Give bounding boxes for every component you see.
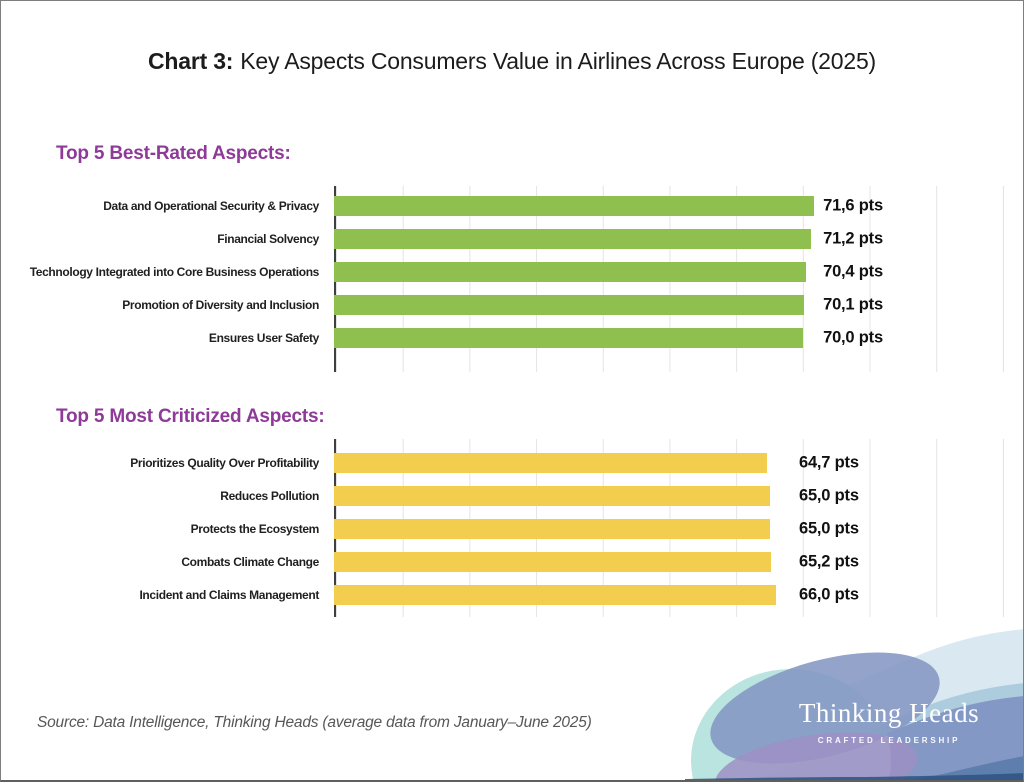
brand-tagline: CRAFTED LEADERSHIP	[817, 736, 961, 745]
value-label: 71,6 pts	[823, 196, 883, 214]
bar	[334, 485, 770, 506]
most-criticized-bar-chart: Prioritizes Quality Over Profitability 6…	[21, 439, 1004, 617]
bar-row: Financial Solvency 71,2 pts	[21, 222, 1004, 255]
logo-wave-graphic	[685, 629, 1023, 780]
bar	[334, 294, 804, 315]
bar	[334, 518, 770, 539]
category-label: Technology Integrated into Core Business…	[29, 264, 320, 279]
bar	[334, 327, 803, 348]
bar	[334, 261, 806, 282]
bar-row: Protects the Ecosystem 65,0 pts	[21, 512, 1004, 545]
bar	[334, 584, 777, 605]
bar-row: Promotion of Diversity and Inclusion 70,…	[21, 288, 1004, 321]
value-label: 70,0 pts	[823, 328, 883, 346]
value-label: 71,2 pts	[823, 229, 883, 247]
bar	[334, 551, 771, 572]
brand-logo: Thinking Heads CRAFTED LEADERSHIP	[685, 621, 1023, 780]
section-heading-most-criticized: Top 5 Most Criticized Aspects:	[56, 406, 325, 427]
bar	[334, 195, 814, 216]
bar-row: Reduces Pollution 65,0 pts	[21, 479, 1004, 512]
category-label: Data and Operational Security & Privacy	[103, 198, 319, 213]
value-label: 65,0 pts	[798, 519, 859, 537]
category-label: Promotion of Diversity and Inclusion	[122, 297, 319, 312]
bar-row: Combats Climate Change 65,2 pts	[21, 545, 1004, 578]
value-label: 70,4 pts	[823, 262, 883, 280]
category-label: Reduces Pollution	[220, 488, 319, 503]
brand-name: Thinking Heads	[798, 698, 980, 728]
value-label: 64,7 pts	[798, 453, 859, 471]
category-label: Protects the Ecosystem	[190, 521, 320, 536]
chart-title-prefix: Chart 3:	[147, 48, 234, 74]
bar	[334, 228, 812, 249]
bar-row: Data and Operational Security & Privacy …	[21, 189, 1004, 222]
value-label: 65,2 pts	[798, 552, 859, 570]
category-label: Financial Solvency	[217, 231, 319, 246]
category-label: Incident and Claims Management	[139, 587, 319, 602]
value-label: 66,0 pts	[798, 585, 859, 603]
bar-row: Technology Integrated into Core Business…	[21, 255, 1004, 288]
bar-row: Prioritizes Quality Over Profitability 6…	[21, 446, 1004, 479]
value-label: 70,1 pts	[823, 295, 883, 313]
source-note: Source: Data Intelligence, Thinking Head…	[37, 714, 592, 731]
bar-row: Incident and Claims Management 66,0 pts	[21, 578, 1004, 611]
chart-title-text: Key Aspects Consumers Value in Airlines …	[240, 48, 877, 74]
category-label: Combats Climate Change	[181, 554, 319, 569]
bar	[334, 452, 768, 473]
category-label: Prioritizes Quality Over Profitability	[130, 455, 319, 470]
category-label: Ensures User Safety	[208, 330, 319, 345]
best-rated-bar-chart: Data and Operational Security & Privacy …	[21, 186, 1004, 372]
value-label: 65,0 pts	[798, 486, 859, 504]
chart-title: Chart 3: Key Aspects Consumers Value in A…	[1, 48, 1023, 75]
section-heading-best-rated: Top 5 Best-Rated Aspects:	[56, 143, 291, 164]
bar-row: Ensures User Safety 70,0 pts	[21, 321, 1004, 354]
